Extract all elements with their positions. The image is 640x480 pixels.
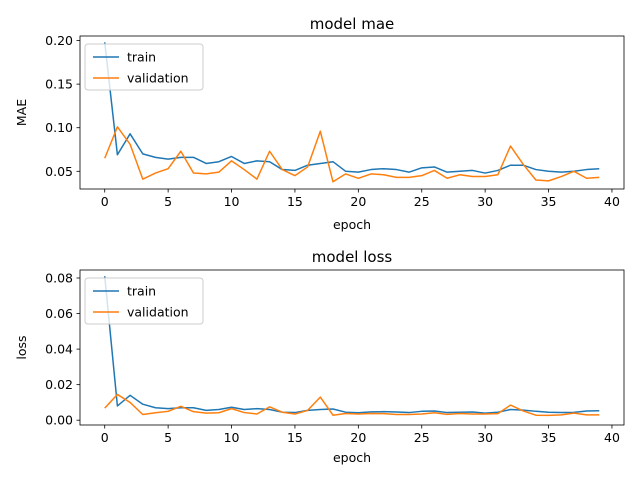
chart-title: model mae [310, 15, 395, 33]
legend-label-train: train [127, 50, 156, 65]
x-tick-label: 20 [350, 430, 366, 445]
legend: train validation [84, 277, 204, 325]
x-tick-label: 0 [101, 194, 109, 209]
y-tick-label: 0.15 [45, 77, 73, 92]
legend-label-validation: validation [127, 71, 189, 86]
chart-title: model loss [312, 248, 393, 266]
y-tick-label: 0.10 [45, 120, 73, 135]
x-tick-label: 35 [541, 194, 557, 209]
y-tick-label: 0.02 [45, 377, 73, 392]
y-tick-label: 0.04 [45, 342, 73, 357]
x-tick-label: 0 [101, 430, 109, 445]
legend-label-validation: validation [127, 305, 189, 320]
y-axis-label: loss [14, 335, 29, 359]
y-tick-label: 0.06 [45, 306, 73, 321]
x-tick-label: 25 [414, 430, 430, 445]
y-axis-label: MAE [14, 99, 29, 126]
legend: train validation [84, 43, 204, 91]
x-tick-label: 15 [287, 194, 303, 209]
x-tick-label: 40 [604, 430, 620, 445]
x-tick-label: 35 [541, 430, 557, 445]
series-validation [104, 393, 600, 417]
series-line-validation [104, 126, 600, 183]
x-axis-label: epoch [333, 450, 371, 465]
series-line-validation [104, 393, 600, 417]
x-tick-label: 15 [287, 430, 303, 445]
legend-label-train: train [127, 284, 156, 299]
y-tick-label: 0.08 [45, 270, 73, 285]
x-tick-label: 30 [477, 430, 493, 445]
series-train [103, 276, 600, 414]
x-tick-label: 25 [414, 194, 430, 209]
x-tick-label: 30 [477, 194, 493, 209]
x-tick-label: 5 [164, 430, 172, 445]
x-tick-label: 10 [224, 194, 240, 209]
y-tick-label: 0.00 [45, 413, 73, 428]
x-tick-label: 5 [164, 194, 172, 209]
plot-frame [79, 269, 625, 426]
y-tick-label: 0.05 [45, 164, 73, 179]
series-line-train [103, 42, 600, 174]
x-axis-label: epoch [333, 217, 371, 232]
loss-chart: 0 5 10 15 20 25 30 35 40 0.00 0.02 0.04 0.06 0.08 mode… [14, 248, 625, 465]
x-tick-label: 40 [604, 194, 620, 209]
series-validation [104, 126, 600, 183]
series-line-train [103, 276, 600, 414]
series-train [103, 42, 600, 174]
x-tick-label: 20 [350, 194, 366, 209]
plot-frame [79, 35, 625, 190]
x-tick-label: 10 [224, 430, 240, 445]
y-tick-label: 0.20 [45, 33, 73, 48]
mae-chart: 0 5 10 15 20 25 30 35 40 0.05 0.10 0.15 0.20 model ma… [14, 15, 625, 232]
